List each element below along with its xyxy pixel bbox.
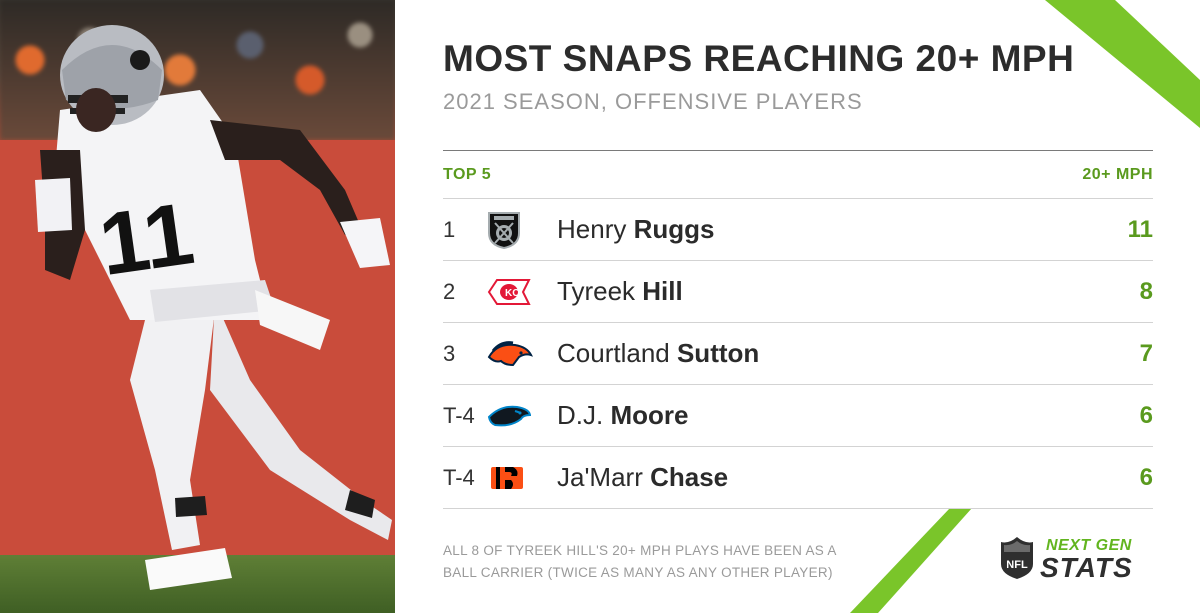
table-row: T-4 Ja'Marr Chase 6 [443,447,1153,509]
chart-title: MOST SNAPS REACHING 20+ MPH [443,38,1075,79]
top-right-accent-stripe [1045,0,1200,128]
first-name: Tyreek [557,276,636,306]
broncos-logo-icon [487,332,557,376]
column-header-mph: 20+ MPH [1082,165,1153,183]
footnote-line-2: BALL CARRIER (TWICE AS MANY AS ANY OTHER… [443,565,833,580]
snap-count: 11 [1127,215,1153,243]
last-name: Chase [650,462,729,492]
player-photo: 11 [0,0,395,613]
last-name: Hill [642,276,683,306]
header-divider [443,150,1153,151]
nfl-shield-icon: NFL [1001,537,1033,579]
snap-count: 6 [1139,463,1153,491]
first-name: Ja'Marr [557,462,643,492]
table-header: TOP 5 20+ MPH [443,151,1153,199]
table-row: T-4 D.J. Moore 6 [443,385,1153,447]
bengals-logo-icon [487,456,557,500]
brand-line-1: NEXT GEN [1046,537,1132,554]
nfl-shield-text: NFL [1006,559,1028,571]
rank: T-4 [443,464,475,490]
svg-text:KC: KC [505,288,519,299]
table-row: 1 Henry Ruggs 11 [443,199,1153,261]
chart-subtitle: 2021 SEASON, OFFENSIVE PLAYERS [443,89,863,114]
rank: 2 [443,278,456,304]
player-name: Courtland Sutton [557,338,1093,369]
last-name: Ruggs [633,214,715,244]
last-name: Moore [610,400,689,430]
table-row: 2 KC Tyreek Hill 8 [443,261,1153,323]
snap-count: 8 [1139,277,1153,305]
leaderboard-table: TOP 5 20+ MPH 1 Henry Ruggs 11 2 [443,150,1153,509]
last-name: Sutton [676,338,760,368]
rank: 1 [443,216,456,242]
panthers-logo-icon [487,394,557,438]
player-name: D.J. Moore [557,400,1093,431]
table-row: 3 Courtland Sutton 7 [443,323,1153,385]
rank: T-4 [443,402,475,428]
column-header-top5: TOP 5 [443,165,492,183]
raiders-logo-icon [487,208,557,252]
player-name: Ja'Marr Chase [557,462,1093,493]
first-name: Henry [557,214,627,244]
snap-count: 6 [1139,401,1153,429]
jersey-number: 11 [93,183,199,294]
next-gen-stats-logo: NFL NEXT GEN STATS [1000,536,1160,586]
first-name: D.J. [557,400,604,430]
first-name: Courtland [557,338,670,368]
player-name: Tyreek Hill [557,276,1093,307]
rank: 3 [443,340,456,366]
footnote-line-1: ALL 8 OF TYREEK HILL'S 20+ MPH PLAYS HAV… [443,543,837,558]
snap-count: 7 [1139,339,1153,367]
player-name: Henry Ruggs [557,214,1093,245]
player-figure: 11 [35,25,392,590]
chiefs-logo-icon: KC [487,270,557,314]
footnote: ALL 8 OF TYREEK HILL'S 20+ MPH PLAYS HAV… [443,540,883,584]
brand-line-2: STATS [1040,552,1133,583]
bottom-accent-stripe [850,508,972,613]
